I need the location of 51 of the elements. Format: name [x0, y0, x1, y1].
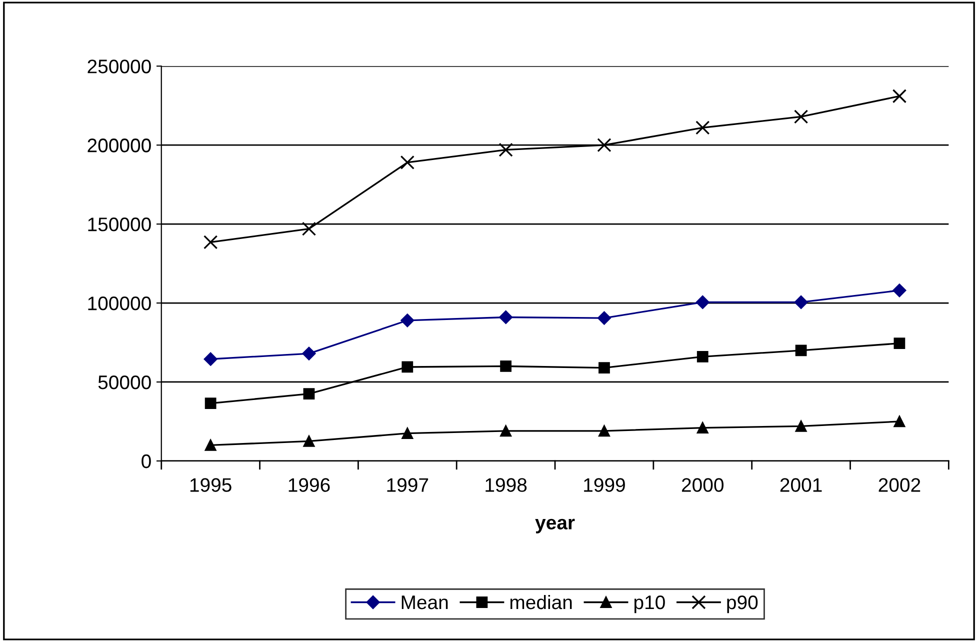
point [794, 110, 808, 124]
point [400, 155, 414, 170]
point [696, 120, 710, 135]
point [402, 428, 414, 440]
x-tick-label: 1998 [486, 478, 527, 492]
x-tick-label: 1996 [288, 478, 330, 492]
point [894, 416, 906, 428]
point [302, 346, 316, 360]
point [204, 352, 218, 366]
y-tick-label: 100000 [88, 296, 151, 310]
x-axis-title: year [535, 518, 575, 534]
y-tick-label: 0 [142, 454, 151, 468]
point [498, 142, 513, 157]
y-tick-label: 200000 [88, 138, 151, 152]
point [597, 138, 612, 152]
legend-label: p10 [634, 595, 665, 614]
y-tick-label: 50000 [98, 375, 151, 390]
point [597, 311, 611, 325]
legend-label: Mean [402, 596, 448, 610]
point [795, 344, 807, 356]
x-tick-label: 2001 [780, 478, 822, 492]
point [302, 222, 316, 236]
point [598, 362, 610, 374]
point [696, 296, 710, 309]
x-tick-label: 2002 [878, 478, 920, 492]
point [894, 338, 906, 349]
point [795, 420, 807, 432]
y-tick-label: 250000 [88, 60, 151, 74]
point [204, 439, 216, 451]
point [204, 398, 216, 410]
point [696, 422, 708, 434]
point [499, 310, 513, 324]
point [892, 89, 907, 104]
legend-label: median [510, 594, 572, 610]
point [892, 284, 906, 298]
point [500, 360, 512, 372]
point [794, 296, 808, 309]
x-tick-label: 1999 [584, 478, 625, 492]
point [500, 425, 512, 437]
x-tick-label: 1997 [387, 478, 428, 492]
legend-label: p90 [727, 595, 758, 614]
point [402, 361, 414, 373]
point [598, 425, 610, 437]
x-tick-label: 2000 [682, 478, 724, 492]
point [303, 388, 315, 400]
point [400, 314, 414, 328]
x-tick-label: 1995 [190, 478, 232, 492]
point [203, 235, 218, 250]
point [303, 436, 315, 447]
y-tick-label: 150000 [88, 218, 151, 232]
point [696, 351, 708, 362]
